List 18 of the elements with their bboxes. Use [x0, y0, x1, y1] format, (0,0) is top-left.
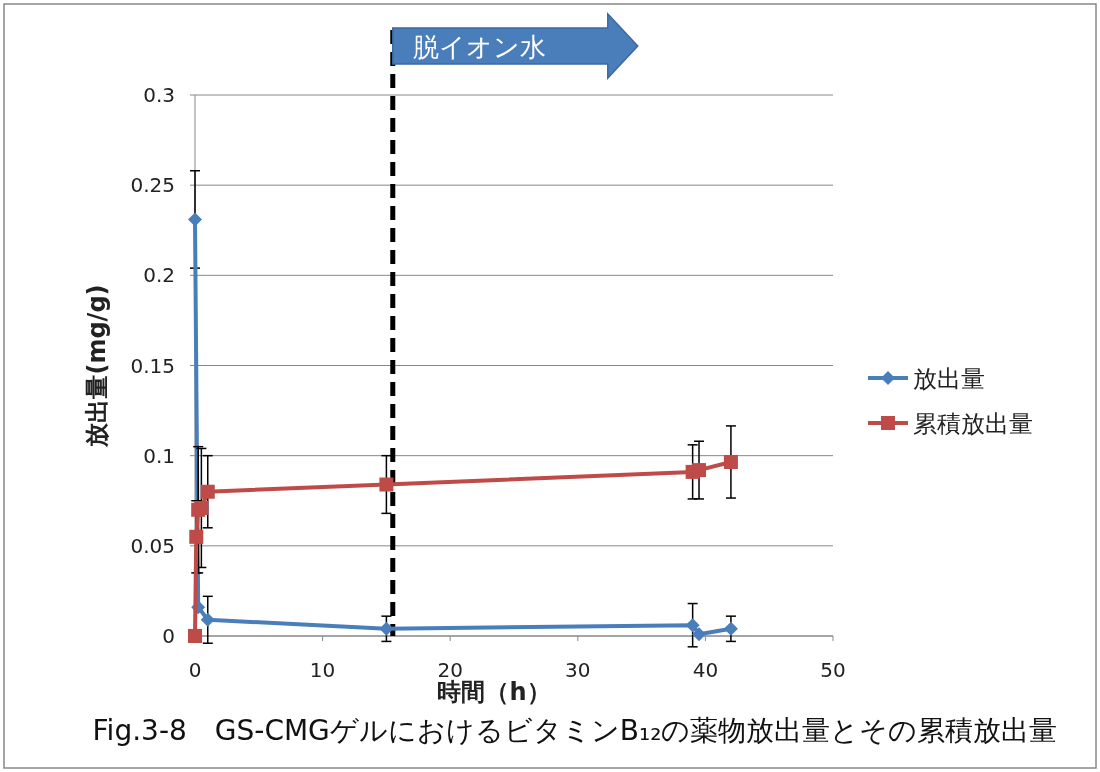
- x-axis-title: 時間（h）: [437, 678, 551, 706]
- y-tick-label: 0.25: [130, 173, 175, 198]
- y-tick-label: 0.05: [130, 533, 175, 558]
- legend-label: 放出量: [913, 365, 985, 393]
- x-tick-label: 10: [309, 658, 336, 682]
- y-tick-label: 0.1: [143, 443, 175, 468]
- y-axis-title: 放出量(mg/g): [83, 284, 111, 448]
- text: Fig.3-8 GS-CMGゲルにおけるビタミンB₁₂の薬物放出量とその累積放出量: [92, 714, 1058, 747]
- ref-line-label: 脱イオン水: [412, 32, 546, 62]
- x-tick-label: 0: [188, 658, 202, 682]
- legend-label: 累積放出量: [913, 410, 1033, 438]
- y-tick-label: 0.2: [143, 263, 175, 288]
- x-tick-label: 50: [820, 658, 846, 682]
- y-tick-label: 0.3: [143, 83, 175, 107]
- y-tick-label: 0.15: [130, 353, 175, 378]
- y-tick-label: 0: [162, 624, 175, 648]
- x-tick-label: 30: [565, 658, 591, 682]
- x-tick-label: 40: [692, 658, 719, 682]
